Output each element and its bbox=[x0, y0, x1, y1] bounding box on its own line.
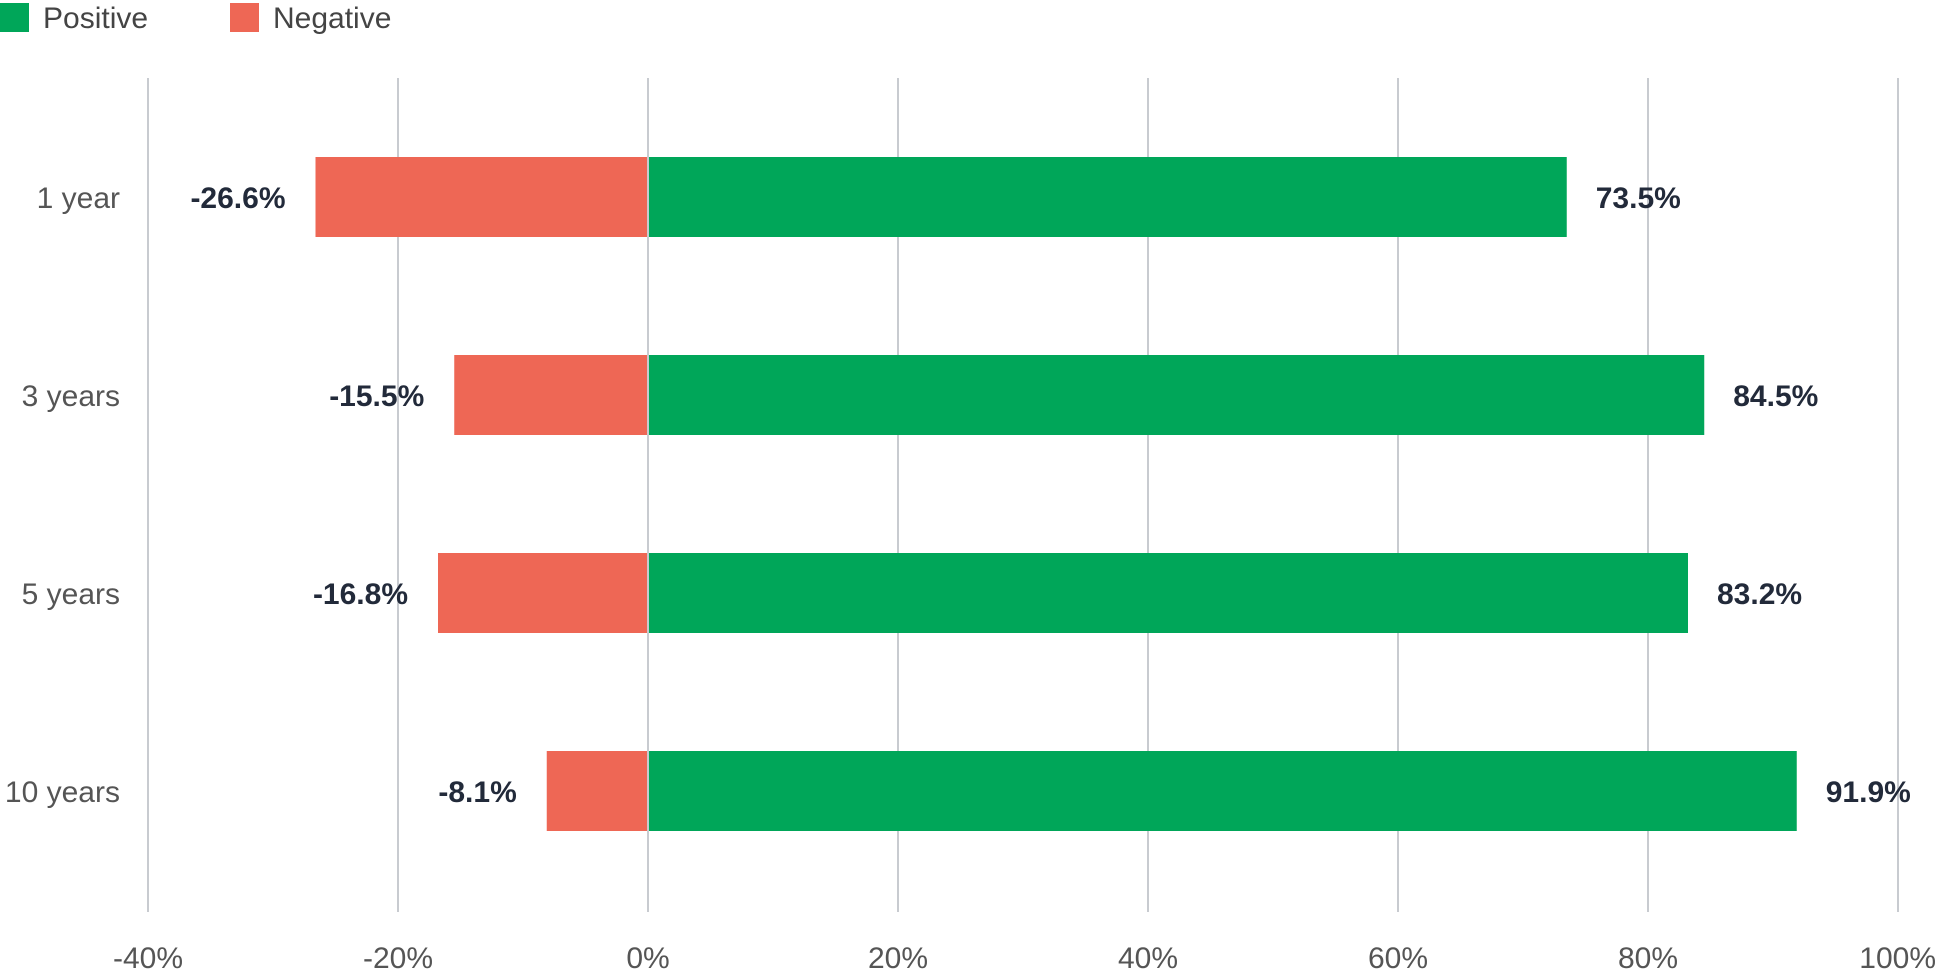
chart-legend: Positive Negative bbox=[0, 2, 391, 35]
bar-negative bbox=[315, 157, 648, 237]
legend-label-negative: Negative bbox=[273, 2, 391, 35]
x-tick-label: 100% bbox=[1859, 942, 1936, 975]
bar-positive bbox=[648, 355, 1705, 435]
bar-positive bbox=[648, 553, 1688, 633]
category-labels: 1 year 3 years 5 years 10 years bbox=[5, 182, 120, 809]
bar-negative bbox=[438, 553, 648, 633]
category-label: 10 years bbox=[5, 776, 120, 809]
data-label-positive: 83.2% bbox=[1717, 578, 1802, 611]
x-tick-label: -40% bbox=[113, 942, 183, 975]
data-labels: -26.6% 73.5% -15.5% 84.5% -16.8% 83.2% -8.1% 91… bbox=[190, 182, 1910, 809]
bar-positive bbox=[648, 157, 1567, 237]
x-tick-label: 40% bbox=[1118, 942, 1178, 975]
x-tick-label: 20% bbox=[868, 942, 928, 975]
x-tick-label: 80% bbox=[1618, 942, 1678, 975]
bar-negative bbox=[546, 751, 648, 831]
data-label-negative: -8.1% bbox=[438, 776, 516, 809]
x-tick-label: -20% bbox=[363, 942, 433, 975]
legend-swatch-positive bbox=[0, 3, 29, 32]
data-label-negative: -15.5% bbox=[329, 380, 424, 413]
data-label-positive: 91.9% bbox=[1826, 776, 1911, 809]
bar-negative bbox=[454, 355, 648, 435]
legend-swatch-negative bbox=[230, 3, 259, 32]
bars bbox=[315, 78, 1797, 912]
legend-label-positive: Positive bbox=[43, 2, 148, 35]
data-label-negative: -16.8% bbox=[313, 578, 408, 611]
category-label: 3 years bbox=[22, 380, 120, 413]
data-label-positive: 84.5% bbox=[1733, 380, 1818, 413]
x-axis-ticks: -40% -20% 0% 20% 40% 60% 80% 100% bbox=[113, 942, 1936, 975]
x-tick-label: 0% bbox=[626, 942, 669, 975]
data-label-positive: 73.5% bbox=[1596, 182, 1681, 215]
category-label: 1 year bbox=[37, 182, 120, 215]
category-label: 5 years bbox=[22, 578, 120, 611]
data-label-negative: -26.6% bbox=[190, 182, 285, 215]
bar-positive bbox=[648, 751, 1797, 831]
x-tick-label: 60% bbox=[1368, 942, 1428, 975]
